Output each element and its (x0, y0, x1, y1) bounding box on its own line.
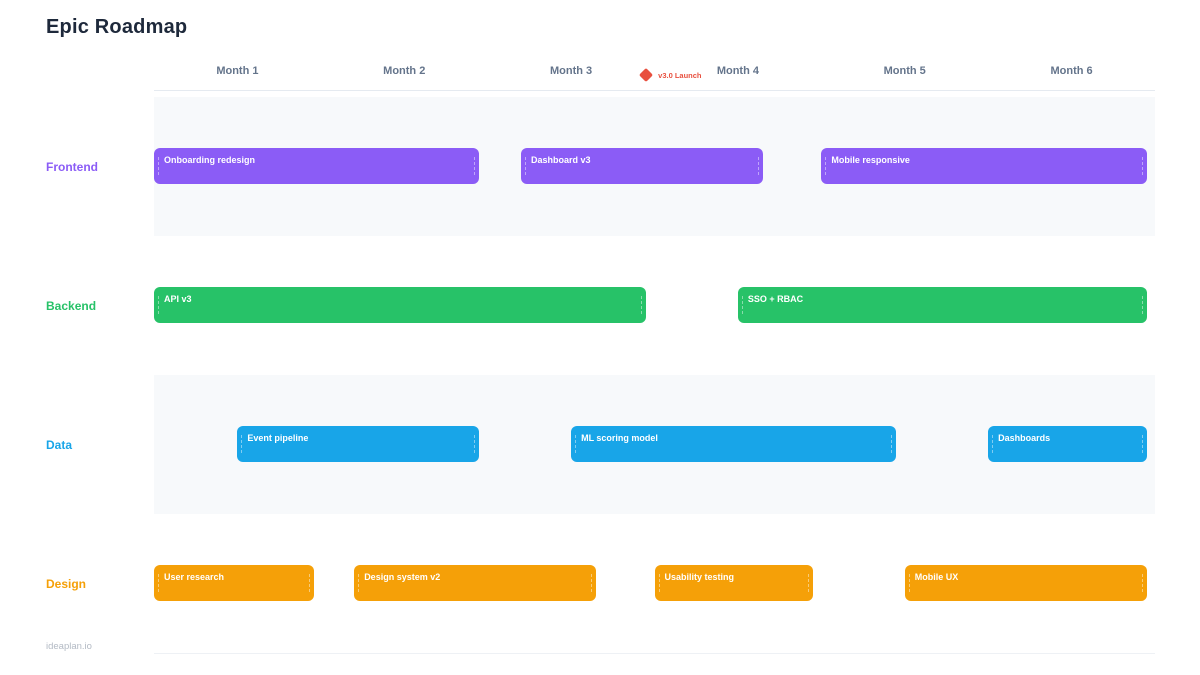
lane-label-design: Design (46, 576, 87, 591)
epic-bar[interactable]: User research (154, 565, 315, 601)
lane-row-backend: API v3 SSO + RBAC (154, 236, 1155, 375)
month-header: Month 6 (1050, 65, 1093, 77)
epic-bar-label: Dashboards (998, 433, 1051, 443)
epic-bar-label: Onboarding redesign (164, 155, 256, 165)
month-header: Month 5 (883, 65, 926, 77)
lane-label-backend: Backend (46, 298, 97, 313)
milestone-label: v3.0 Launch (658, 70, 702, 80)
epic-bar-label: SSO + RBAC (747, 294, 804, 304)
epic-bar-label: Event pipeline (247, 433, 309, 443)
epic-bar[interactable]: SSO + RBAC (737, 287, 1147, 323)
lane-row-frontend: Onboarding redesign Dashboard v3 Mobile re… (154, 97, 1155, 236)
lane-label-column: Frontend Backend Data Design (46, 97, 146, 653)
epic-bar-label: ML scoring model (581, 433, 658, 443)
epic-bar[interactable]: Dashboards (988, 426, 1147, 462)
month-header: Month 1 (216, 65, 259, 77)
header-divider (154, 90, 1155, 91)
epic-bar-label: Usability testing (664, 572, 735, 582)
epic-bar[interactable]: Design system v2 (354, 565, 597, 601)
epic-bar[interactable]: Dashboard v3 (521, 148, 763, 184)
milestone-diamond-icon (639, 67, 654, 83)
month-header: Month 4 (716, 65, 759, 77)
epic-bar[interactable]: Mobile UX (904, 565, 1147, 601)
epic-bar-label: Design system v2 (364, 572, 441, 582)
epic-bar[interactable]: Mobile responsive (821, 148, 1147, 184)
month-header-row: Month 1 Month 2 Month 3 Month 4 Month 5 Month… (154, 65, 1155, 77)
epic-bar[interactable]: API v3 (154, 287, 647, 323)
epic-bar-label: Dashboard v3 (531, 155, 591, 165)
footer-brand: ideaplan.io (46, 641, 92, 652)
lane-row-design: User research Design system v2 Usability t… (154, 514, 1155, 653)
epic-bar-label: User research (164, 572, 225, 582)
lane-label-data: Data (46, 437, 73, 452)
page-title: Epic Roadmap (46, 16, 188, 38)
epic-bar-label: Mobile responsive (831, 155, 910, 165)
milestone-marker[interactable]: v3.0 Launch (639, 67, 702, 83)
lane-label-frontend: Frontend (46, 159, 98, 174)
epic-bar[interactable]: Usability testing (654, 565, 813, 601)
epic-bar[interactable]: ML scoring model (571, 426, 897, 462)
lane-row-data: Event pipeline ML scoring model Dashboards (154, 375, 1155, 514)
epic-bar[interactable]: Onboarding redesign (154, 148, 480, 184)
epic-bar-label: Mobile UX (914, 572, 959, 582)
epic-bar-label: API v3 (164, 294, 192, 304)
month-header: Month 2 (383, 65, 426, 77)
epic-bar[interactable]: Event pipeline (237, 426, 480, 462)
lane-rows: Onboarding redesign Dashboard v3 Mobile re… (154, 97, 1155, 654)
month-header: Month 3 (549, 65, 593, 77)
